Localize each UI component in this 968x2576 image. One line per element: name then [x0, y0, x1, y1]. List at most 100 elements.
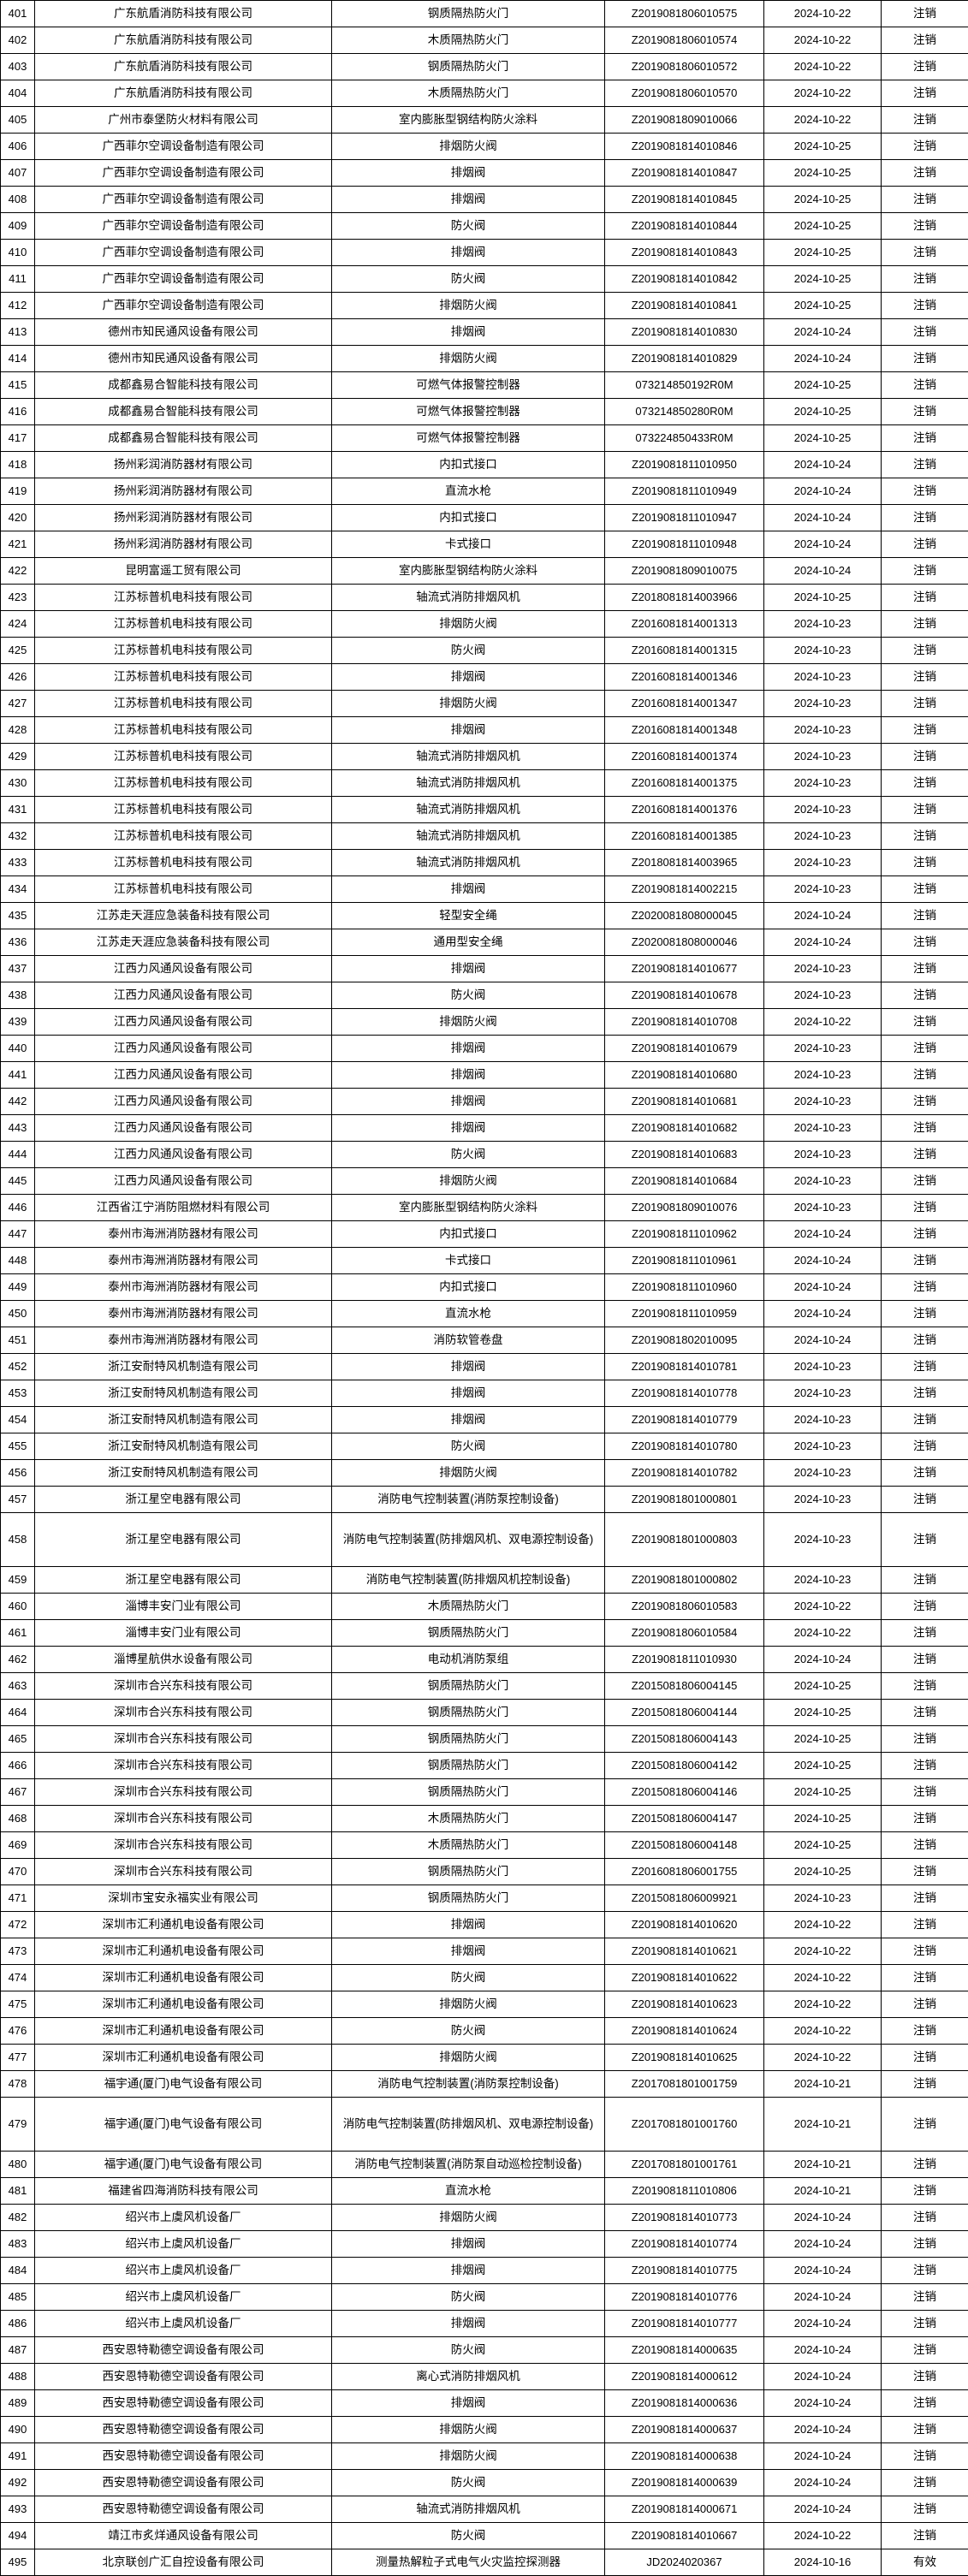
cell-date: 2024-10-24	[764, 1248, 882, 1274]
cell-product: 消防电气控制装置(防排烟风机控制设备)	[332, 1567, 605, 1594]
cell-index: 463	[1, 1673, 35, 1700]
cell-status: 注销	[882, 54, 968, 80]
cell-certificate-number: Z2019081809010076	[605, 1195, 764, 1221]
cell-date: 2024-10-25	[764, 187, 882, 213]
cell-product: 防火阀	[332, 266, 605, 293]
cell-company: 江西力风通风设备有限公司	[35, 1009, 332, 1036]
cell-date: 2024-10-22	[764, 2045, 882, 2071]
cell-product: 排烟阀	[332, 240, 605, 266]
cell-status: 注销	[882, 2417, 968, 2443]
cell-index: 429	[1, 744, 35, 770]
cell-date: 2024-10-22	[764, 1620, 882, 1647]
cell-company: 西安恩特勒德空调设备有限公司	[35, 2470, 332, 2496]
cell-company: 深圳市合兴东科技有限公司	[35, 1806, 332, 1832]
cell-certificate-number: Z2019081814010829	[605, 346, 764, 372]
cell-date: 2024-10-21	[764, 2098, 882, 2152]
cell-certificate-number: Z2019081811010930	[605, 1647, 764, 1673]
cell-company: 浙江星空电器有限公司	[35, 1487, 332, 1513]
cell-product: 防火阀	[332, 2284, 605, 2311]
cell-certificate-number: Z2019081814010684	[605, 1168, 764, 1195]
cell-product: 排烟阀	[332, 2231, 605, 2258]
cell-status: 注销	[882, 293, 968, 319]
cell-status: 注销	[882, 2337, 968, 2364]
cell-date: 2024-10-24	[764, 2311, 882, 2337]
cell-certificate-number: Z2015081806004145	[605, 1673, 764, 1700]
cell-date: 2024-10-23	[764, 1142, 882, 1168]
cell-index: 488	[1, 2364, 35, 2390]
cell-status: 注销	[882, 956, 968, 982]
cell-product: 轴流式消防排烟风机	[332, 744, 605, 770]
cell-product: 排烟阀	[332, 1089, 605, 1115]
cell-index: 452	[1, 1354, 35, 1380]
cell-index: 438	[1, 982, 35, 1009]
cell-index: 465	[1, 1726, 35, 1753]
cell-certificate-number: Z2019081814000637	[605, 2417, 764, 2443]
cell-index: 415	[1, 372, 35, 399]
cell-index: 486	[1, 2311, 35, 2337]
cell-date: 2024-10-25	[764, 425, 882, 452]
cell-product: 排烟阀	[332, 2311, 605, 2337]
cell-status: 注销	[882, 611, 968, 638]
cell-company: 广西菲尔空调设备制造有限公司	[35, 213, 332, 240]
cell-certificate-number: Z2019081814010781	[605, 1354, 764, 1380]
cell-product: 内扣式接口	[332, 505, 605, 531]
cell-company: 靖江市炙烊通风设备有限公司	[35, 2523, 332, 2549]
cell-company: 深圳市汇利通机电设备有限公司	[35, 2018, 332, 2045]
cell-company: 深圳市宝安永福实业有限公司	[35, 1885, 332, 1912]
cell-certificate-number: Z2019081811010948	[605, 531, 764, 558]
cell-certificate-number: Z2019081806010583	[605, 1594, 764, 1620]
cell-index: 408	[1, 187, 35, 213]
cell-product: 可燃气体报警控制器	[332, 399, 605, 425]
cell-date: 2024-10-23	[764, 1036, 882, 1062]
cell-index: 479	[1, 2098, 35, 2152]
cell-company: 江苏标普机电科技有限公司	[35, 770, 332, 797]
cell-certificate-number: Z2019081814010776	[605, 2284, 764, 2311]
cell-index: 423	[1, 585, 35, 611]
cell-product: 防火阀	[332, 2337, 605, 2364]
cell-index: 474	[1, 1965, 35, 1991]
cell-certificate-number: 073214850280R0M	[605, 399, 764, 425]
cell-date: 2024-10-24	[764, 1647, 882, 1673]
cell-product: 消防电气控制装置(消防泵控制设备)	[332, 2071, 605, 2098]
cell-company: 绍兴市上虞风机设备厂	[35, 2284, 332, 2311]
cell-company: 江西力风通风设备有限公司	[35, 956, 332, 982]
cell-status: 注销	[882, 1594, 968, 1620]
cell-certificate-number: Z2019081814010779	[605, 1407, 764, 1433]
cell-date: 2024-10-24	[764, 2417, 882, 2443]
cell-status: 注销	[882, 1753, 968, 1779]
cell-status: 注销	[882, 2390, 968, 2417]
cell-company: 德州市知民通风设备有限公司	[35, 319, 332, 346]
cell-date: 2024-10-23	[764, 1885, 882, 1912]
cell-company: 绍兴市上虞风机设备厂	[35, 2231, 332, 2258]
cell-certificate-number: Z2019081814010708	[605, 1009, 764, 1036]
cell-date: 2024-10-25	[764, 1673, 882, 1700]
cell-status: 注销	[882, 2364, 968, 2390]
cell-company: 深圳市汇利通机电设备有限公司	[35, 2045, 332, 2071]
cell-product: 木质隔热防火门	[332, 27, 605, 54]
cell-date: 2024-10-24	[764, 1221, 882, 1248]
cell-company: 江西省江宁消防阻燃材料有限公司	[35, 1195, 332, 1221]
cell-product: 木质隔热防火门	[332, 1832, 605, 1859]
cell-company: 江苏标普机电科技有限公司	[35, 876, 332, 903]
cell-certificate-number: Z2019081806010574	[605, 27, 764, 54]
cell-date: 2024-10-24	[764, 2364, 882, 2390]
cell-product: 钢质隔热防火门	[332, 1779, 605, 1806]
cell-product: 排烟防火阀	[332, 293, 605, 319]
cell-certificate-number: Z2015081806004148	[605, 1832, 764, 1859]
cell-status: 注销	[882, 1327, 968, 1354]
cell-status: 注销	[882, 638, 968, 664]
cell-certificate-number: Z2019081814010775	[605, 2258, 764, 2284]
